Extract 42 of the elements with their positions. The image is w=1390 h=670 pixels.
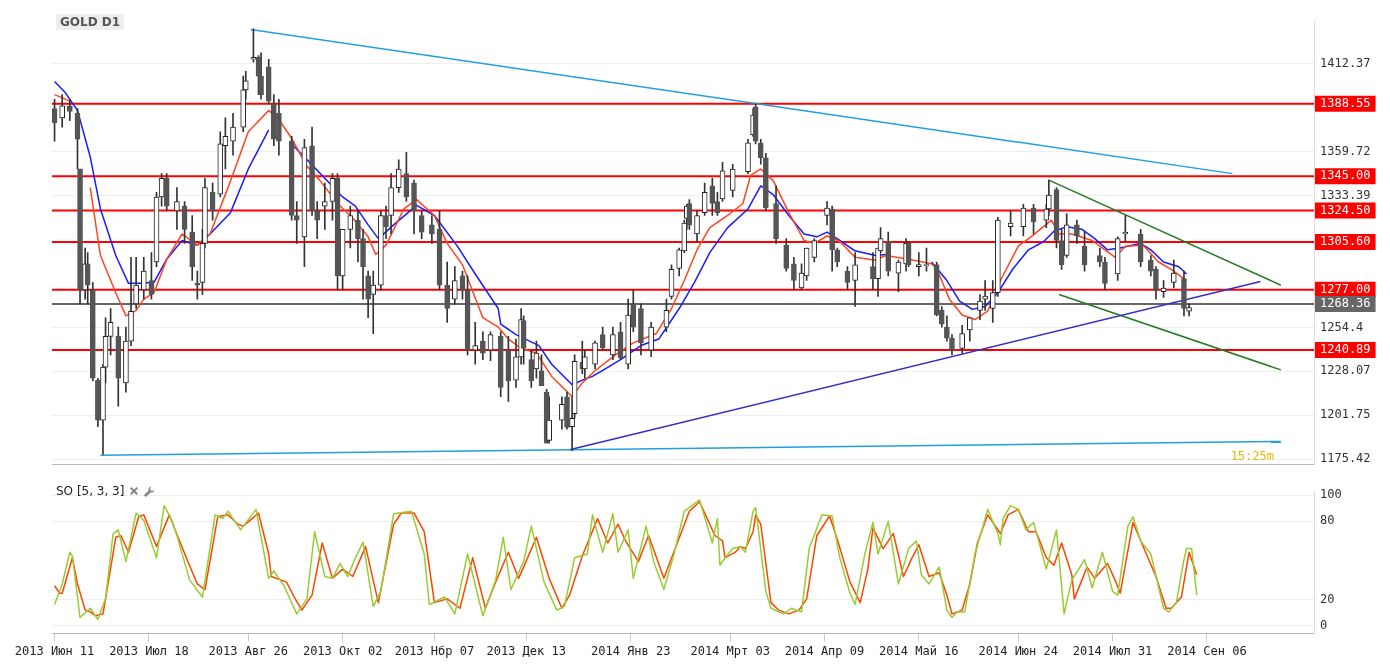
- y-tick-label: 0: [1320, 617, 1328, 632]
- chart-title: SO [5, 3, 3]: [56, 484, 125, 498]
- ref-line-label: 1268.36: [1320, 296, 1371, 311]
- x-tick-label: 2014 Янв 23: [590, 643, 671, 658]
- ref-line-label: 1240.89: [1320, 342, 1371, 357]
- y-tick-label: 1175.42: [1320, 451, 1371, 466]
- candlestick: [293, 201, 300, 244]
- y-tick-label: 100: [1320, 487, 1342, 502]
- y-tick-label: 1201.75: [1320, 407, 1371, 422]
- candlestick: [370, 270, 377, 334]
- candlestick: [174, 187, 180, 230]
- x-tick-label: 2013 Авг 26: [208, 643, 289, 658]
- ref-line-label: 1388.55: [1320, 95, 1371, 110]
- x-tick-label: 2014 Июн 24: [978, 643, 1058, 658]
- x-tick-label: 2013 Нбр 07: [394, 643, 475, 658]
- candlestick: [194, 270, 201, 300]
- ref-line-label: 1305.60: [1320, 234, 1371, 249]
- candlestick: [982, 280, 988, 311]
- x-tick-label: 2013 Окт 02: [302, 643, 383, 658]
- y-tick-label: 1333.39: [1320, 187, 1371, 202]
- y-tick-label: 20: [1320, 591, 1335, 606]
- y-tick-label: 1254.4: [1320, 319, 1364, 334]
- ref-line-label: 1277.00: [1320, 281, 1371, 296]
- candlestick: [472, 322, 479, 365]
- x-tick-label: 2013 Дек 13: [486, 643, 566, 658]
- candlestick: [916, 252, 922, 277]
- x-tick-label: 2014 Апр 09: [784, 643, 865, 658]
- candlestick: [321, 182, 328, 230]
- x-tick-label: 2014 Июл 31: [1072, 643, 1153, 658]
- x-tick-label: 2014 Май 16: [879, 643, 959, 658]
- x-tick-label: 2013 Июн 11: [14, 643, 95, 658]
- x-tick-label: 2014 Мрт 03: [690, 643, 770, 658]
- y-tick-label: 1228.07: [1320, 363, 1371, 378]
- y-tick-label: 1359.72: [1320, 143, 1371, 158]
- annotation: 15:25m: [1230, 448, 1274, 463]
- x-tick-label: 2014 Сен 06: [1167, 643, 1247, 658]
- x-tick-label: 2013 Июл 18: [109, 643, 189, 658]
- y-tick-label: 1412.37: [1320, 56, 1371, 71]
- y-tick-label: 80: [1320, 513, 1335, 528]
- ref-line-label: 1345.00: [1320, 168, 1371, 183]
- ref-line-label: 1324.50: [1320, 202, 1371, 217]
- chart-title: GOLD D1: [56, 14, 125, 30]
